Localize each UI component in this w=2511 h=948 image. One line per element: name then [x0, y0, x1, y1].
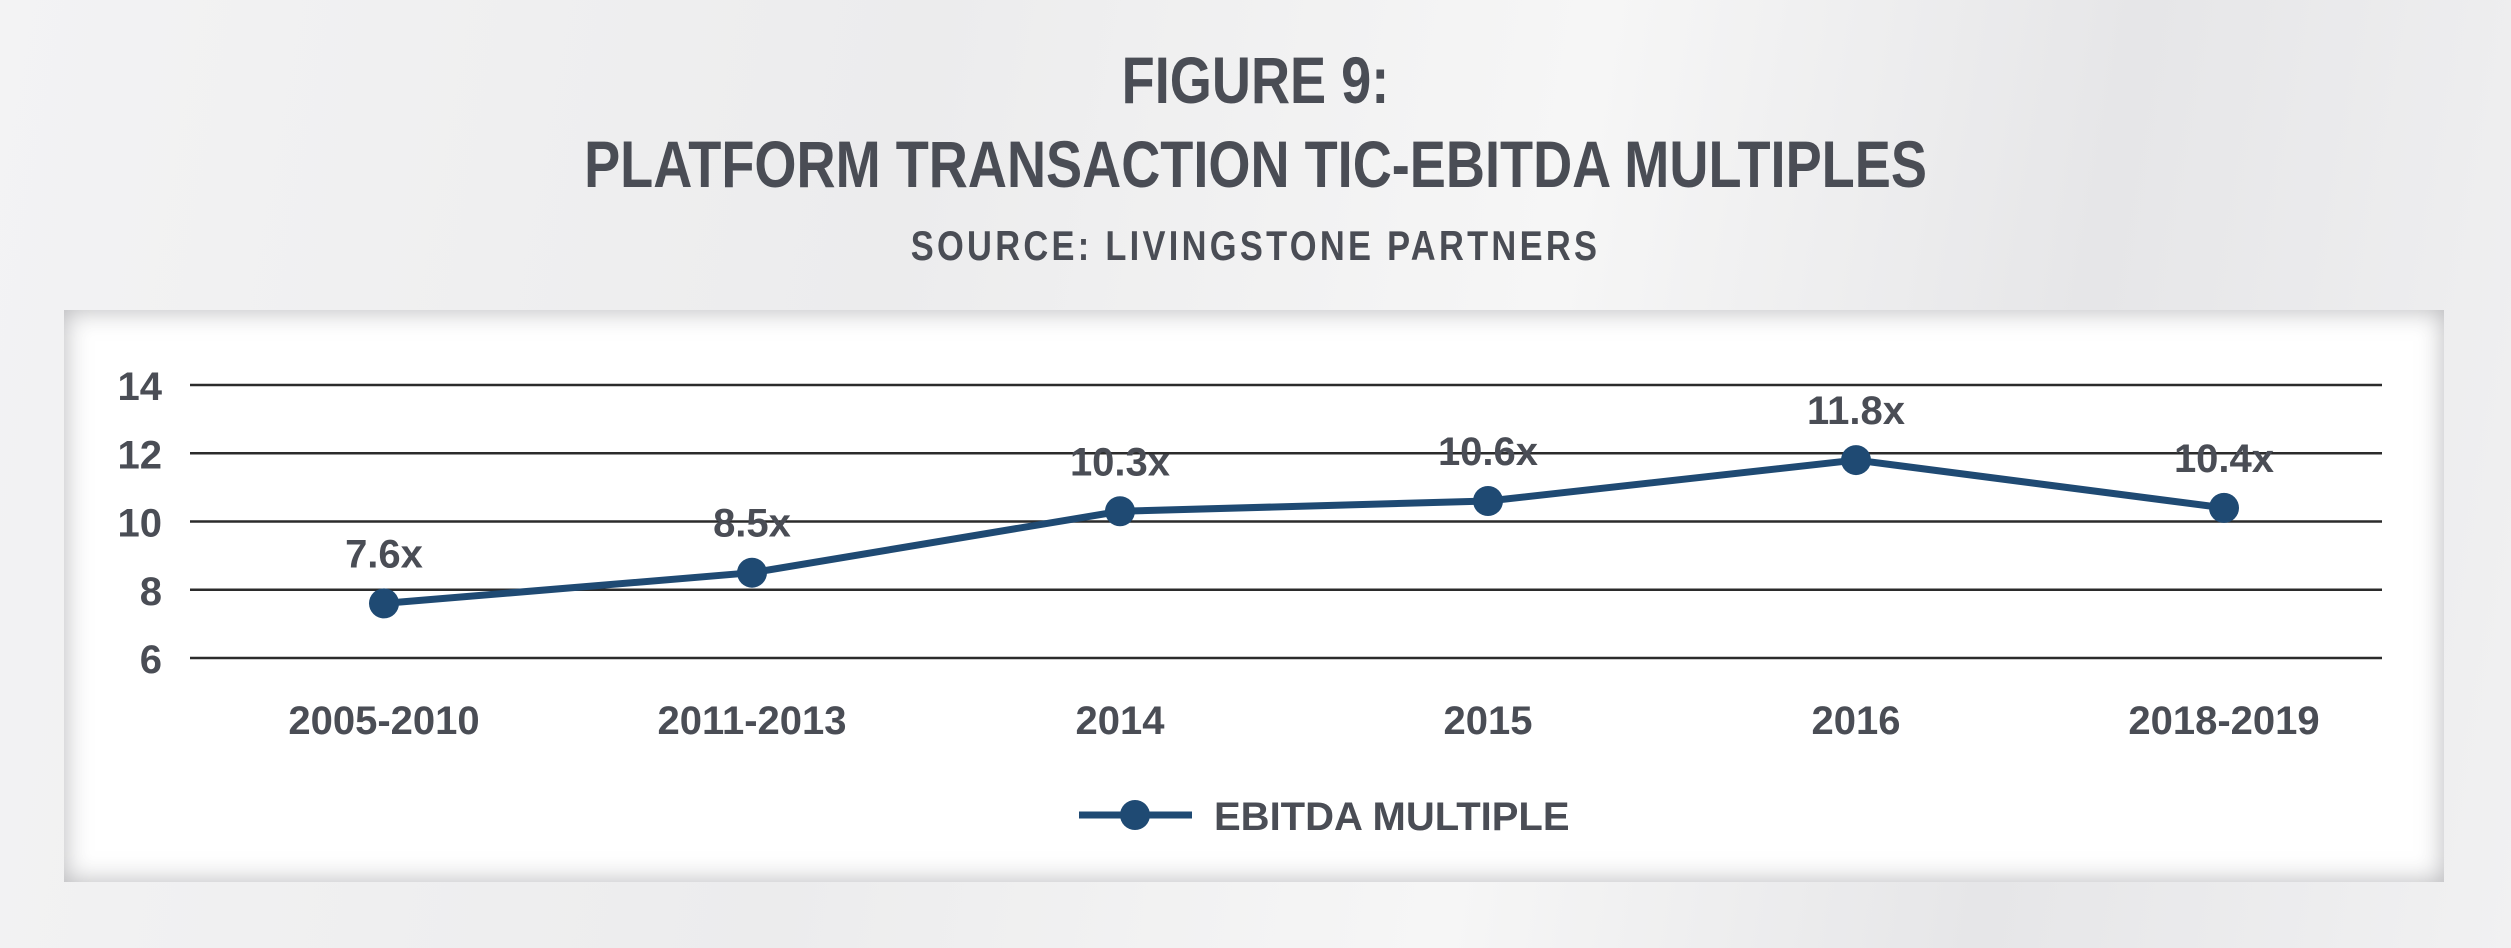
- x-tick-label: 2014: [1076, 699, 1166, 743]
- y-axis-ticks: 6 8 10 12 14: [118, 365, 163, 682]
- x-tick-label: 2011-2013: [657, 699, 846, 743]
- data-label: 10.3x: [1070, 440, 1170, 484]
- legend: EBITDA MULTIPLE: [1079, 795, 1570, 839]
- y-tick-label: 14: [118, 365, 163, 409]
- grid-lines: [190, 383, 2382, 660]
- x-tick-label: 2005-2010: [288, 699, 479, 743]
- x-axis-ticks: 2005-2010 2011-2013 2014 2015 2016 2018-2019: [288, 699, 2319, 743]
- data-point: [1841, 445, 1871, 476]
- chart-title: PLATFORM TRANSACTION TIC-EBITDA MULTIPLE…: [584, 127, 1927, 201]
- data-label: 8.5x: [713, 502, 791, 546]
- x-tick-label: 2015: [1444, 699, 1533, 743]
- series-line: [383, 456, 2225, 607]
- chart-source: SOURCE: LIVINGSTONE PARTNERS: [910, 222, 1601, 269]
- data-point: [369, 588, 399, 619]
- chart-panel: 6 8 10 12 14 2005-2010 2011-2013 2014 2015 2016 2…: [64, 310, 2444, 882]
- data-label: 10.4x: [2174, 437, 2274, 481]
- data-label: 10.6x: [1438, 430, 1538, 474]
- data-point: [737, 557, 767, 588]
- y-tick-label: 12: [118, 433, 163, 477]
- data-point: [2209, 492, 2239, 523]
- data-label: 11.8x: [1807, 389, 1905, 433]
- series-ebitda-multiple: [369, 445, 2239, 619]
- legend-label: EBITDA MULTIPLE: [1214, 795, 1570, 839]
- data-label: 7.6x: [345, 532, 423, 576]
- data-point: [1105, 496, 1135, 527]
- y-tick-label: 8: [140, 570, 162, 614]
- legend-marker: [1120, 800, 1150, 830]
- y-tick-label: 6: [140, 638, 162, 682]
- y-tick-label: 10: [118, 502, 163, 546]
- data-labels: 7.6x 8.5x 10.3x 10.6x 11.8x 10.4x: [345, 389, 2274, 576]
- x-tick-label: 2018-2019: [2128, 699, 2319, 743]
- x-tick-label: 2016: [1812, 699, 1901, 743]
- data-point: [1473, 486, 1503, 517]
- figure-label: FIGURE 9:: [1121, 43, 1390, 117]
